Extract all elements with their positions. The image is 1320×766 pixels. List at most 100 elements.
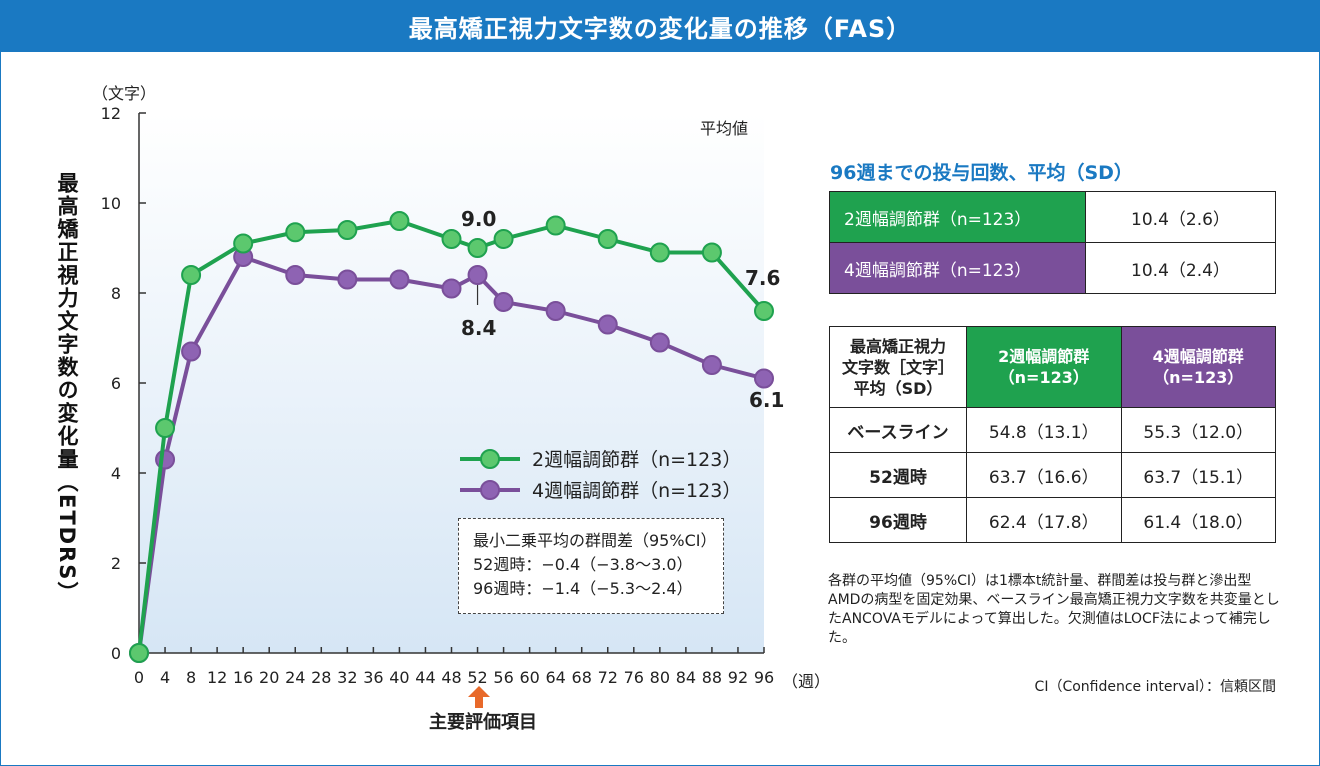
stat-box-96w: 96週時：−1.4（−5.3〜2.4） [473,579,693,598]
footnote: 各群の平均値（95%CI）は1標本t統計量、群間差は投与群と滲出型AMDの病型を… [828,573,1280,646]
header-line: （n=123） [1153,368,1244,387]
x-tick-label: 76 [624,668,644,687]
x-tick-label: 52 [467,668,487,687]
table-header-row: 最高矯正視力 文字数［文字］ 平均（SD） 2週幅調節群 （n=123） 4週幅… [829,326,1276,408]
data-point-4w [467,265,488,285]
annotation-52w-4w: 8.4 [461,316,497,340]
ci-definition-note: CI（Confidence interval）：信頼区間 [1034,679,1276,695]
x-tick-label: 24 [285,668,305,687]
x-tick-label: 20 [259,668,279,687]
chart-legend: 2週幅調節群（n=123） 4週幅調節群（n=123） [458,443,741,505]
x-tick-label: 8 [186,668,196,687]
data-point-4w [701,355,722,375]
table-row: 52週時 63.7（16.6） 63.7（15.1） [829,452,1276,498]
x-tick-label: 56 [493,668,513,687]
data-point-4w [337,269,358,290]
data-point-2w [441,229,462,249]
data-point-4w [545,301,566,321]
table-header-2w: 2週幅調節群 （n=123） [966,326,1122,408]
x-tick-label: 32 [337,668,357,687]
data-point-2w [389,211,410,231]
x-tick-label: 68 [572,668,592,687]
legend-label-4w: 4週幅調節群（n=123） [532,480,742,502]
data-point-4w [649,332,670,353]
y-tick-label: 2 [111,554,121,573]
dose-value-2w: 10.4（2.6） [1085,191,1276,243]
y-tick-label: 0 [111,644,121,663]
y-tick-label: 6 [111,374,121,393]
data-point-2w [129,643,149,663]
table-row: 96週時 62.4（17.8） 61.4（18.0） [829,497,1276,543]
data-point-2w [545,215,566,236]
data-point-2w [754,301,774,321]
header-line: 文字数［文字］ [841,357,954,377]
x-tick-label: 60 [519,668,539,687]
annotation-96w-2w: 7.6 [745,266,781,290]
x-tick-label: 80 [650,668,670,687]
data-point-2w [467,238,488,258]
data-point-4w [285,265,306,285]
x-tick-label: 28 [311,668,331,687]
x-tick-label: 16 [233,668,253,687]
page-title: 最高矯正視力文字数の変化量の推移（FAS） [0,0,1320,52]
x-tick-label: 48 [441,668,461,687]
header-line: 4週幅調節群 [1152,347,1244,366]
row-label: 52週時 [829,452,967,498]
dose-value-4w: 10.4（2.4） [1085,242,1276,294]
dose-label-2w: 2週幅調節群（n=123） [829,191,1086,243]
annotation-52w-2w: 9.0 [461,207,497,231]
data-point-4w [754,368,774,389]
row-label: 96週時 [829,497,967,543]
x-tick-label: 44 [415,668,435,687]
data-point-2w [597,229,618,249]
bcva-table: 最高矯正視力 文字数［文字］ 平均（SD） 2週幅調節群 （n=123） 4週幅… [829,326,1276,543]
y-axis-unit: （文字） [92,84,157,103]
table-cell: 54.8（13.1） [966,407,1122,453]
legend-item-2w: 2週幅調節群（n=123） [458,443,741,474]
y-tick-label: 4 [111,464,121,483]
header-line: 2週幅調節群 [998,347,1090,366]
x-tick-label: 4 [160,668,170,687]
x-tick-label: 88 [702,668,722,687]
data-point-4w [389,269,410,290]
data-point-2w [155,418,176,438]
x-axis-unit: （週） [782,672,831,691]
y-tick-label: 8 [111,284,121,303]
x-tick-label: 84 [676,668,696,687]
row-label: ベースライン [829,407,967,453]
data-point-2w [701,242,722,263]
data-point-4w [441,278,462,299]
data-point-2w [181,265,202,285]
table-row: 4週幅調節群（n=123） 10.4（2.4） [829,242,1276,294]
table-cell: 55.3（12.0） [1120,407,1276,453]
legend-item-4w: 4週幅調節群（n=123） [458,474,741,505]
header-line: （n=123） [998,368,1089,387]
table-cell: 62.4（17.8） [966,497,1122,543]
data-point-2w [493,229,514,249]
stat-box-title: 最小二乗平均の群間差（95%CI） [473,531,717,550]
table-row: ベースライン 54.8（13.1） 55.3（12.0） [829,407,1276,453]
x-tick-label: 12 [207,668,227,687]
table-row: 2週幅調節群（n=123） 10.4（2.6） [829,191,1276,243]
legend-marker-purple [460,479,520,500]
data-point-4w [493,292,514,312]
table-cell: 63.7（15.1） [1120,452,1276,498]
data-point-2w [337,220,358,240]
x-tick-label: 72 [598,668,618,687]
y-axis-label: 最高矯正視力文字数の変化量（ETDRS） [55,172,79,605]
dose-table: 2週幅調節群（n=123） 10.4（2.6） 4週幅調節群（n=123） 10… [829,191,1276,294]
annotation-96w-4w: 6.1 [749,388,785,412]
table-cell: 63.7（16.6） [966,452,1122,498]
header-line: 平均（SD） [853,378,943,398]
data-point-2w [233,233,254,254]
data-point-2w [285,222,306,243]
table-header-label: 最高矯正視力 文字数［文字］ 平均（SD） [829,326,967,408]
dose-table-title: 96週までの投与回数、平均（SD） [830,162,1133,184]
data-point-4w [597,314,618,335]
table-header-4w: 4週幅調節群 （n=123） [1120,326,1276,408]
x-tick-label: 64 [545,668,565,687]
y-tick-label: 10 [101,194,121,213]
header-line: 最高矯正視力 [849,336,946,356]
table-cell: 61.4（18.0） [1120,497,1276,543]
primary-endpoint-arrow-icon [468,686,490,708]
